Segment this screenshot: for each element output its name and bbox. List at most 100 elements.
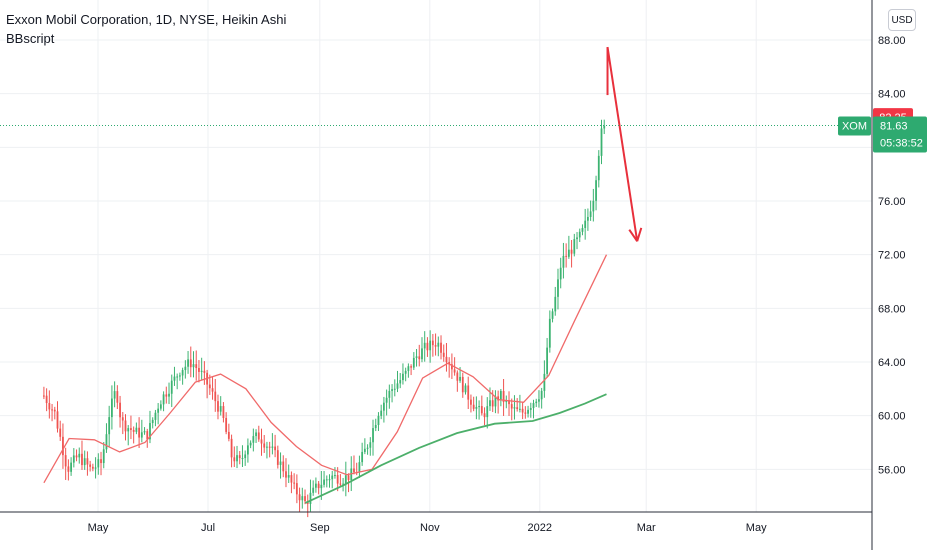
candle-body <box>146 431 149 440</box>
candle-body <box>440 342 442 353</box>
annotation <box>606 46 643 242</box>
candle-body <box>116 391 119 403</box>
candle-body <box>138 427 141 438</box>
candle-body <box>467 385 470 400</box>
candle-body <box>320 484 323 489</box>
candle-body <box>287 475 290 478</box>
candle-body <box>342 483 345 485</box>
candle-body <box>587 216 589 221</box>
candle-body <box>377 415 380 425</box>
candle-body <box>540 390 543 400</box>
candles <box>43 119 606 518</box>
candle-body <box>336 475 339 484</box>
candle-body <box>459 376 461 381</box>
candle-body <box>195 364 198 369</box>
candle-body <box>94 467 97 469</box>
candle-body <box>592 200 595 212</box>
candle-body <box>565 255 568 257</box>
candle-body <box>70 462 73 472</box>
y-tick-label: 84.00 <box>878 89 906 101</box>
candle-body <box>470 399 472 405</box>
candle-body <box>567 249 570 257</box>
candle-body <box>225 417 228 432</box>
candle-body <box>119 402 121 418</box>
candle-body <box>584 220 587 228</box>
candle-body <box>260 439 263 444</box>
candle-body <box>472 404 475 409</box>
candle-body <box>453 369 456 373</box>
candle-body <box>521 408 524 413</box>
candle-body <box>451 364 453 370</box>
candle-body <box>548 318 551 348</box>
candle-body <box>358 462 361 473</box>
candle-body <box>53 409 56 412</box>
candle-body <box>151 419 154 424</box>
candle-body <box>238 455 241 459</box>
y-tick-label: 72.00 <box>878 250 906 262</box>
candle-body <box>535 401 538 404</box>
candle-body <box>595 180 597 201</box>
candle-body <box>431 340 434 346</box>
candle-body <box>461 376 464 393</box>
y-tick-label: 76.00 <box>878 196 906 208</box>
candle-body <box>189 359 192 368</box>
candle-body <box>89 464 92 467</box>
candle-body <box>415 356 418 358</box>
candle-body <box>102 449 105 464</box>
candle-body <box>385 397 388 403</box>
candle-body <box>211 388 214 392</box>
candle-body <box>293 482 296 484</box>
candle-body <box>510 404 513 409</box>
candle-body <box>513 407 516 409</box>
indicator-label[interactable]: BBscript <box>6 31 55 46</box>
candle-body <box>339 483 342 485</box>
last-price-badge <box>873 116 927 153</box>
candle-body <box>252 436 255 443</box>
candle-body <box>227 431 230 439</box>
candle-body <box>200 370 203 372</box>
symbol-title[interactable]: Exxon Mobil Corporation, 1D, NYSE, Heiki… <box>6 12 287 27</box>
candle-body <box>369 442 372 448</box>
candle-body <box>295 483 298 495</box>
candle-body <box>159 404 162 409</box>
candle-body <box>323 479 325 485</box>
candle-body <box>274 446 277 451</box>
candle-body <box>86 458 89 465</box>
candle-body <box>301 496 304 501</box>
candle-body <box>75 455 78 458</box>
candle-body <box>179 375 181 377</box>
chart-legend: Exxon Mobil Corporation, 1D, NYSE, Heiki… <box>6 10 286 48</box>
arrow-head <box>628 229 639 242</box>
candle-body <box>198 368 200 372</box>
candle-body <box>489 400 491 407</box>
candle-body <box>543 373 546 391</box>
arrow-head <box>636 227 643 242</box>
candle-body <box>396 383 399 389</box>
candle-body <box>524 412 527 414</box>
candle-body <box>557 279 559 297</box>
candle-body <box>219 406 222 412</box>
candle-body <box>429 340 432 351</box>
candle-body <box>502 391 505 403</box>
candle-body <box>312 487 315 493</box>
candle-body <box>111 398 113 418</box>
candle-body <box>600 128 603 156</box>
candle-body <box>100 459 102 464</box>
candle-body <box>317 483 320 489</box>
y-tick-label: 56.00 <box>878 464 906 476</box>
y-tick-label: 88.00 <box>878 35 906 47</box>
candle-body <box>271 446 274 448</box>
candle-body <box>124 420 127 432</box>
currency-button[interactable]: USD <box>888 9 916 31</box>
candle-body <box>538 399 540 402</box>
candle-body <box>581 227 584 232</box>
candle-body <box>546 347 549 374</box>
candle-body <box>165 394 168 397</box>
ma-slow-line <box>305 393 607 504</box>
y-tick-label: 64.00 <box>878 357 906 369</box>
candle-body <box>486 406 489 418</box>
candle-body <box>140 432 143 438</box>
candle-body <box>72 455 75 463</box>
